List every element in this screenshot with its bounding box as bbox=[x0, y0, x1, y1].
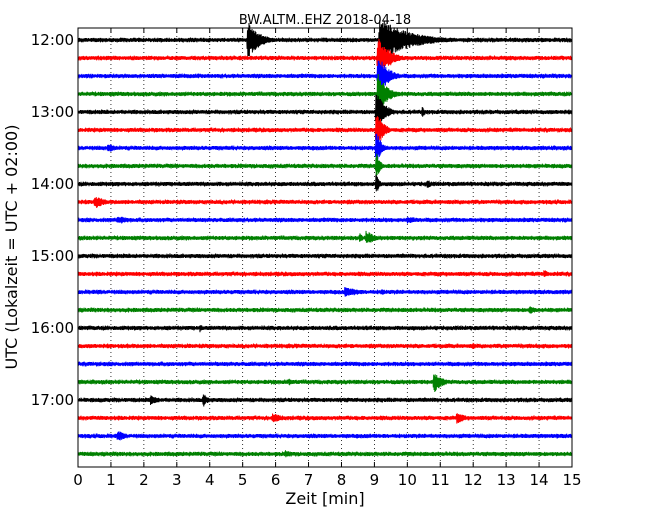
x-tick-label: 11 bbox=[431, 471, 450, 489]
y-tick-label: 16:00 bbox=[31, 319, 74, 337]
trace-15:30 bbox=[77, 287, 573, 297]
x-tick-label: 13 bbox=[497, 471, 516, 489]
x-tick-label: 5 bbox=[238, 471, 248, 489]
trace-14:30 bbox=[77, 216, 573, 224]
y-tick-label: 15:00 bbox=[31, 247, 74, 265]
trace-12:15 bbox=[77, 38, 573, 76]
trace-16:30 bbox=[77, 361, 573, 367]
y-tick-label: 12:00 bbox=[31, 31, 74, 49]
chart-title: BW.ALTM..EHZ 2018-04-18 bbox=[239, 13, 411, 28]
trace-13:30 bbox=[77, 133, 573, 162]
x-tick-label: 7 bbox=[304, 471, 314, 489]
trace-13:00 bbox=[77, 94, 573, 128]
traces bbox=[77, 20, 573, 458]
trace-13:45 bbox=[77, 153, 573, 180]
trace-12:45 bbox=[77, 73, 573, 113]
trace-16:00 bbox=[77, 325, 573, 333]
y-tick-label: 13:00 bbox=[31, 103, 74, 121]
x-tick-label: 8 bbox=[337, 471, 347, 489]
trace-17:15 bbox=[77, 413, 573, 424]
x-tick-label: 10 bbox=[398, 471, 417, 489]
trace-17:45 bbox=[77, 450, 573, 458]
y-axis-label: UTC (Lokalzeit = UTC + 02:00) bbox=[2, 125, 21, 370]
x-tick-label: 1 bbox=[106, 471, 116, 489]
x-tick-label: 4 bbox=[205, 471, 215, 489]
trace-16:45 bbox=[77, 374, 573, 393]
trace-15:15 bbox=[77, 270, 573, 277]
plot-frame bbox=[77, 27, 573, 468]
trace-17:30 bbox=[77, 431, 573, 441]
x-tick-label: 15 bbox=[562, 471, 581, 489]
x-tick-label: 12 bbox=[464, 471, 483, 489]
x-tick-label: 0 bbox=[73, 471, 83, 489]
trace-15:00 bbox=[77, 253, 573, 259]
trace-12:30 bbox=[77, 60, 573, 91]
x-axis-label: Zeit [min] bbox=[285, 489, 364, 508]
trace-16:15 bbox=[77, 342, 573, 350]
trace-14:45 bbox=[77, 230, 573, 243]
x-tick-label: 2 bbox=[139, 471, 149, 489]
y-tick-label: 17:00 bbox=[31, 391, 74, 409]
x-tick-label: 6 bbox=[271, 471, 281, 489]
y-tick-label: 14:00 bbox=[31, 175, 74, 193]
x-tick-label: 3 bbox=[172, 471, 182, 489]
trace-13:15 bbox=[77, 116, 573, 146]
trace-14:00 bbox=[77, 174, 573, 192]
trace-15:45 bbox=[77, 306, 573, 314]
trace-12:00 bbox=[77, 20, 573, 63]
trace-17:00 bbox=[77, 394, 573, 407]
x-tick-label: 9 bbox=[370, 471, 380, 489]
x-tick-label: 14 bbox=[530, 471, 549, 489]
ticks: 0 1 2 3 4 5 6 7 8 9 10 11 12 13 14 1512:0013:0014:0015:… bbox=[31, 28, 582, 489]
trace-14:15 bbox=[77, 196, 573, 208]
